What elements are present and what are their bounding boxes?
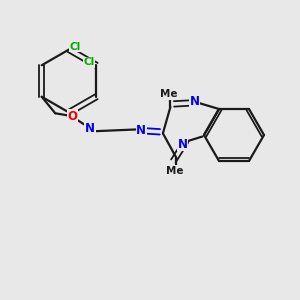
Text: Cl: Cl	[83, 57, 94, 67]
Text: Cl: Cl	[69, 41, 81, 52]
Text: Me: Me	[160, 89, 178, 99]
Text: Me: Me	[166, 166, 184, 176]
Text: N: N	[189, 95, 200, 108]
Text: N: N	[136, 124, 146, 137]
Text: N: N	[177, 137, 188, 151]
Text: O: O	[68, 110, 78, 123]
Text: N: N	[85, 122, 95, 135]
